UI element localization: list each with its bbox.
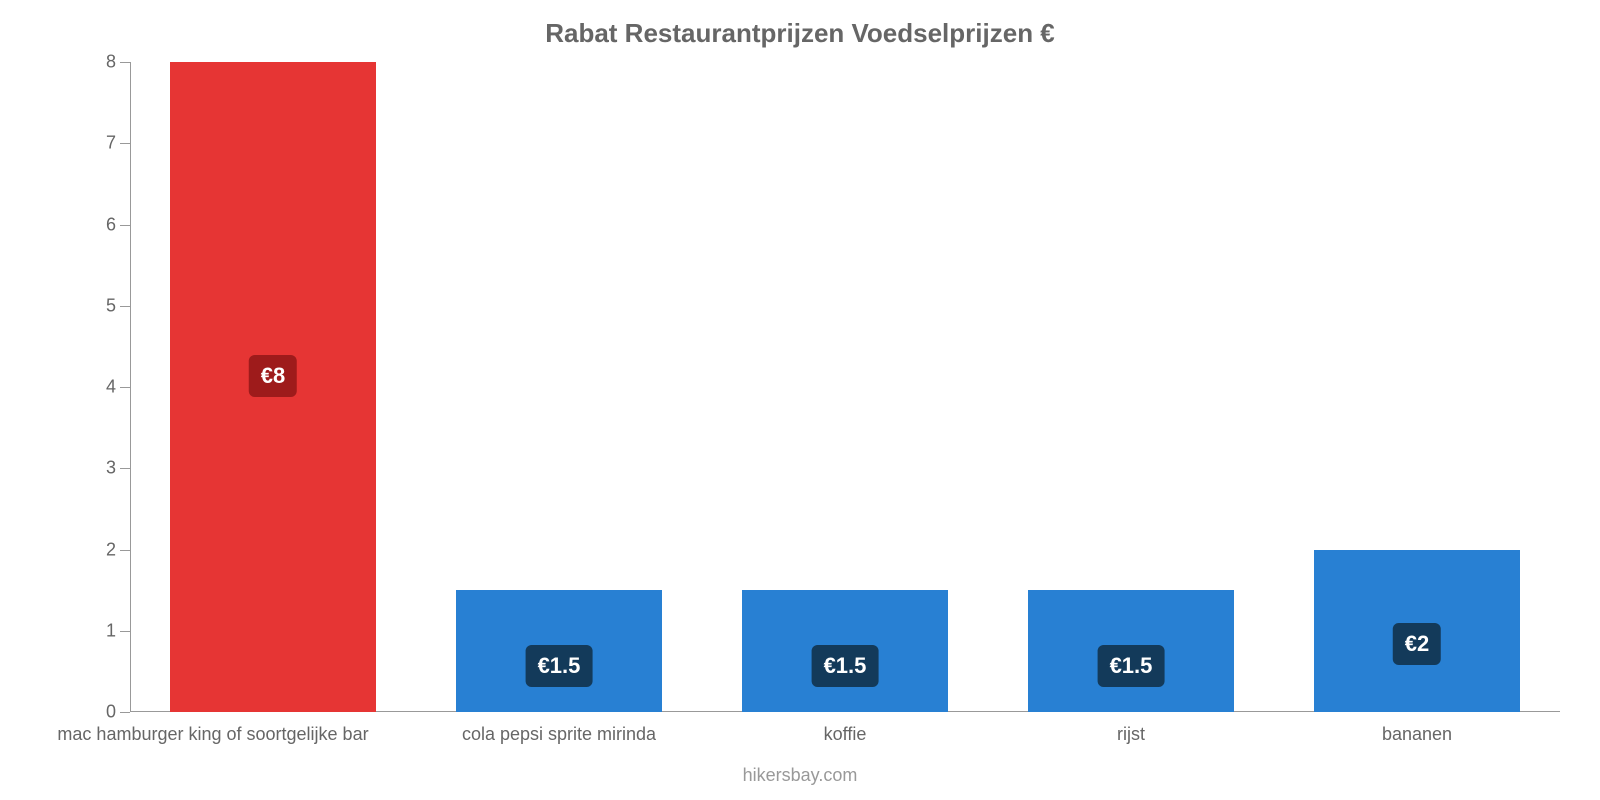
bar: €2 [1314, 550, 1520, 713]
y-tick-label: 8 [106, 52, 130, 73]
y-tick-label: 6 [106, 214, 130, 235]
x-tick-label: rijst [1117, 724, 1145, 745]
x-tick-label: mac hamburger king of soortgelijke bar [57, 724, 368, 745]
y-tick-label: 5 [106, 295, 130, 316]
y-tick-label: 1 [106, 620, 130, 641]
y-tick-label: 0 [106, 702, 130, 723]
y-tick-label: 7 [106, 133, 130, 154]
y-tick-label: 4 [106, 377, 130, 398]
chart-title: Rabat Restaurantprijzen Voedselprijzen € [0, 18, 1600, 49]
x-tick-label: bananen [1382, 724, 1452, 745]
y-tick-label: 3 [106, 458, 130, 479]
plot-area: 012345678€8mac hamburger king of soortge… [130, 62, 1560, 712]
bar: €1.5 [456, 590, 662, 712]
bar-value-label: €1.5 [526, 645, 593, 687]
bar: €1.5 [742, 590, 948, 712]
bar-value-label: €1.5 [1098, 645, 1165, 687]
bar: €8 [170, 62, 376, 712]
bar-value-label: €8 [249, 355, 297, 397]
bar-value-label: €1.5 [812, 645, 879, 687]
y-axis-line [130, 62, 131, 712]
x-tick-label: cola pepsi sprite mirinda [462, 724, 656, 745]
bar-value-label: €2 [1393, 623, 1441, 665]
bar: €1.5 [1028, 590, 1234, 712]
x-tick-label: koffie [824, 724, 867, 745]
y-tick-label: 2 [106, 539, 130, 560]
credit-text: hikersbay.com [0, 765, 1600, 786]
